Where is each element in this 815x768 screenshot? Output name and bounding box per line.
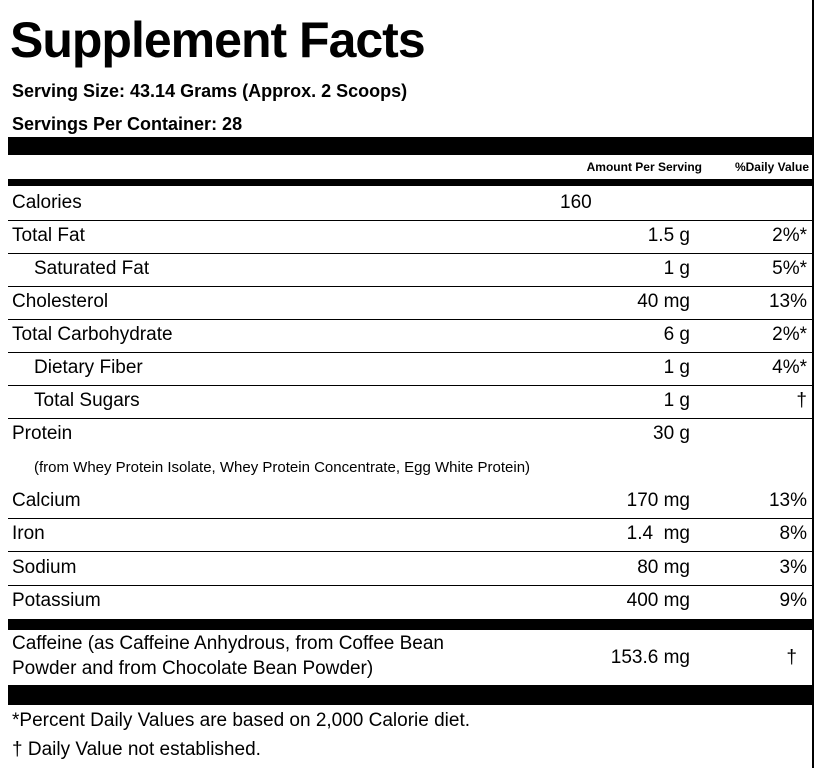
title: Supplement Facts bbox=[10, 12, 426, 68]
thick-bar bbox=[8, 685, 812, 705]
thick-bar bbox=[8, 619, 812, 630]
daily-value: † bbox=[796, 390, 807, 411]
nutrient-name: Saturated Fat bbox=[34, 258, 150, 279]
nutrient-name: Iron bbox=[12, 523, 45, 545]
row-rule bbox=[8, 352, 812, 353]
nutrient-name: Calcium bbox=[12, 490, 81, 511]
daily-value: 3% bbox=[779, 556, 807, 578]
amount: 170 mg bbox=[626, 490, 690, 511]
amount: 153.6 mg bbox=[610, 647, 690, 668]
nutrient-name: Total Sugars bbox=[34, 390, 140, 411]
row-rule bbox=[8, 253, 812, 254]
nutrient-name: Dietary Fiber bbox=[34, 357, 143, 378]
nutrient-name: Total Carbohydrate bbox=[12, 324, 173, 345]
servings-per-container: Servings Per Container: 28 bbox=[12, 114, 243, 134]
row-rule bbox=[8, 518, 812, 519]
daily-value: 5%* bbox=[772, 258, 807, 279]
column-header: %Daily Value bbox=[734, 160, 809, 174]
row-rule bbox=[8, 418, 812, 419]
serving-size: Serving Size: 43.14 Grams (Approx. 2 Sco… bbox=[12, 81, 408, 101]
right-border bbox=[812, 0, 814, 768]
amount: 1 g bbox=[663, 258, 690, 279]
amount: 1 g bbox=[663, 357, 690, 378]
amount: 1 g bbox=[663, 390, 690, 411]
row-rule bbox=[8, 220, 812, 221]
row-rule bbox=[8, 551, 812, 553]
nutrient-name: Sodium bbox=[12, 556, 77, 578]
amount: 1.4 mg bbox=[626, 523, 690, 545]
row-rule bbox=[8, 385, 812, 386]
daily-value: 2%* bbox=[772, 225, 807, 246]
amount: 1.5 g bbox=[647, 225, 690, 246]
daily-value: † bbox=[786, 647, 797, 668]
row-rule bbox=[8, 319, 812, 320]
nutrient-name: Calories bbox=[12, 192, 82, 213]
daily-value: 13% bbox=[768, 490, 807, 511]
footnote: † Daily Value not established. bbox=[12, 739, 261, 760]
column-header: Amount Per Serving bbox=[586, 160, 702, 174]
daily-value: 8% bbox=[779, 523, 807, 545]
daily-value: 9% bbox=[779, 590, 807, 612]
amount: 80 mg bbox=[637, 556, 690, 578]
nutrient-name: Cholesterol bbox=[12, 291, 109, 312]
daily-value: 2%* bbox=[772, 324, 807, 345]
nutrient-name: Protein bbox=[12, 423, 73, 444]
row-rule bbox=[8, 584, 812, 586]
amount: 6 g bbox=[663, 324, 690, 345]
footnote: *Percent Daily Values are based on 2,000… bbox=[12, 710, 471, 731]
amount: 30 g bbox=[653, 423, 690, 444]
nutrient-name: Caffeine (as Caffeine Anhydrous, from Co… bbox=[12, 633, 444, 654]
daily-value: 4%* bbox=[772, 357, 807, 378]
thick-bar bbox=[8, 137, 812, 155]
nutrient-name: Total Fat bbox=[12, 225, 85, 246]
nutrient-name: Potassium bbox=[12, 590, 101, 612]
nutrient-name: Powder and from Chocolate Bean Powder) bbox=[12, 658, 374, 679]
amount: 400 mg bbox=[626, 590, 690, 612]
row-rule bbox=[8, 286, 812, 287]
thick-bar bbox=[8, 179, 812, 186]
protein-note: (from Whey Protein Isolate, Whey Protein… bbox=[34, 459, 531, 476]
amount: 160 bbox=[560, 192, 592, 213]
daily-value: 13% bbox=[768, 291, 807, 312]
amount: 40 mg bbox=[637, 291, 690, 312]
